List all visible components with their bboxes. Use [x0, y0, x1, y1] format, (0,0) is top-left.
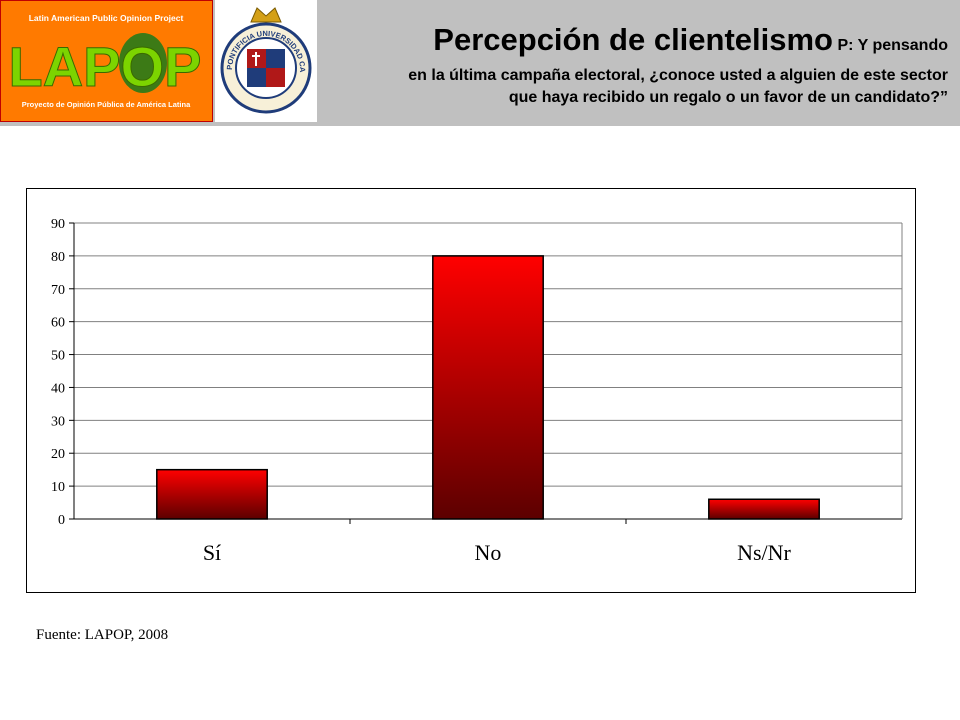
- y-tick-label: 70: [51, 283, 65, 298]
- bar-1: [156, 468, 268, 520]
- university-seal: PONTIFICIA UNIVERSIDAD CATOLICA DE CHILE: [212, 0, 317, 122]
- y-tick-label: 90: [51, 217, 65, 232]
- title-line: Percepción de clientelismo P: Y pensando: [433, 22, 948, 58]
- y-tick-label: 30: [51, 414, 65, 429]
- question-line-3: que haya recibido un regalo o un favor d…: [508, 89, 948, 106]
- lapop-logo-bottom-text: Proyecto de Opinión Pública de América L…: [22, 100, 191, 109]
- y-tick-label: 50: [51, 349, 65, 364]
- y-tick-label: 40: [51, 381, 65, 396]
- bar-2: [432, 255, 544, 520]
- source-note: Fuente: LAPOP, 2008: [36, 627, 169, 643]
- question-start: P: Y pensando: [837, 37, 948, 54]
- x-tick-label: Sí: [203, 540, 221, 565]
- axes: [69, 222, 903, 524]
- crown-icon: [250, 7, 282, 23]
- chart-title: Percepción de clientelismo: [433, 22, 833, 57]
- tick-labels: 0 10 20 30 40 50 60 70 80 90 Sí No Ns/Nr: [51, 217, 792, 565]
- x-tick-label: No: [475, 540, 502, 565]
- header-banner: Latin American Public Opinion Project LA…: [0, 0, 960, 126]
- bar-3: [708, 498, 820, 520]
- lapop-logo-top-text: Latin American Public Opinion Project: [29, 13, 184, 23]
- lapop-logo: Latin American Public Opinion Project LA…: [0, 0, 213, 122]
- y-tick-label: 0: [58, 513, 65, 528]
- cross-icon: [252, 52, 260, 66]
- y-tick-label: 60: [51, 316, 65, 331]
- y-tick-label: 10: [51, 480, 65, 495]
- question-line-2: en la última campaña electoral, ¿conoce …: [408, 67, 948, 84]
- x-tick-label: Ns/Nr: [737, 540, 791, 565]
- bars: [156, 255, 820, 520]
- y-tick-label: 20: [51, 447, 65, 462]
- lapop-wordmark: LAPOP: [9, 35, 202, 98]
- americas-map-icon: [119, 33, 167, 93]
- chart-frame: 0 10 20 30 40 50 60 70 80 90 Sí No Ns/Nr: [26, 188, 916, 593]
- bar-chart: 0 10 20 30 40 50 60 70 80 90 Sí No Ns/Nr: [51, 217, 903, 565]
- y-tick-label: 80: [51, 250, 65, 265]
